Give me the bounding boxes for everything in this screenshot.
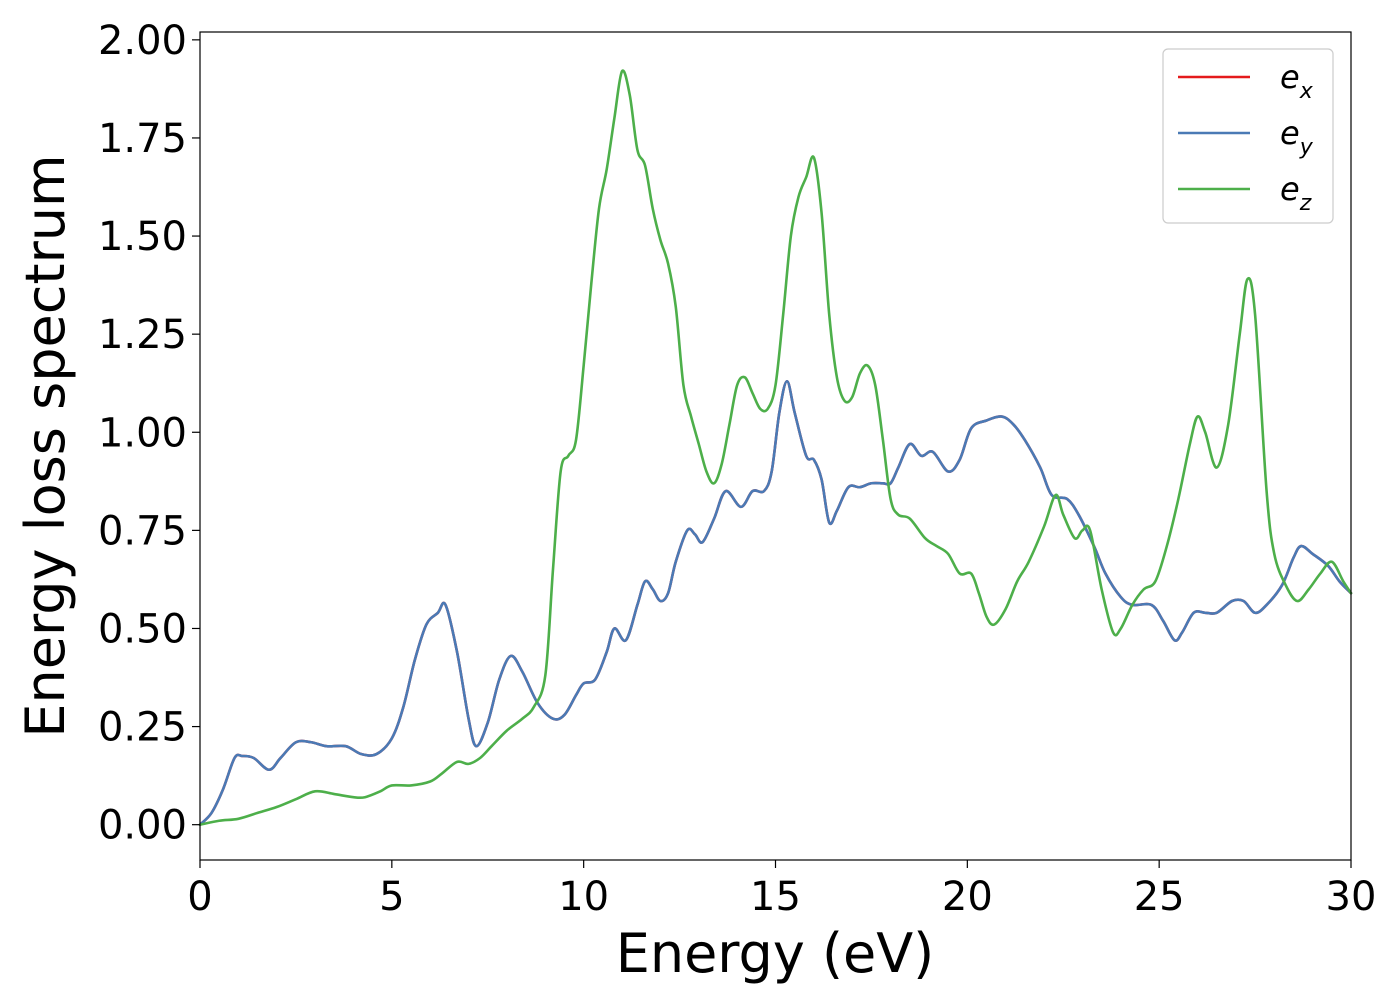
y-tick-label: 1.75 <box>98 116 187 162</box>
y-tick-label: 2.00 <box>98 18 187 64</box>
legend-label-y: ey <box>1280 114 1314 160</box>
series-layer <box>198 69 1353 826</box>
x-axis-ticks: 0 5 10 15 20 25 30 <box>187 860 1376 920</box>
legend-label-z: ez <box>1280 170 1312 216</box>
y-tick-label: 0.50 <box>98 606 187 652</box>
series-line-z <box>198 69 1353 826</box>
legend-label-base: e <box>1280 58 1300 96</box>
x-tick-label: 15 <box>750 874 801 920</box>
x-axis-label: Energy (eV) <box>616 922 935 985</box>
x-tick-label: 20 <box>942 874 993 920</box>
y-tick-label: 1.00 <box>98 410 187 456</box>
x-tick-label: 5 <box>379 874 404 920</box>
legend-frame <box>1162 48 1334 224</box>
legend-label-subscript: y <box>1299 135 1314 160</box>
legend-label-subscript: x <box>1299 79 1314 104</box>
x-tick-label: 25 <box>1134 874 1185 920</box>
y-tick-label: 0.25 <box>98 705 187 751</box>
legend-label-base: e <box>1280 170 1300 208</box>
y-tick-label: 1.25 <box>98 312 187 358</box>
legend-label-subscript: z <box>1299 191 1312 216</box>
y-tick-label: 0.75 <box>98 508 187 554</box>
y-axis-label: Energy loss spectrum <box>14 154 77 737</box>
x-tick-label: 10 <box>558 874 609 920</box>
legend-label-x: ex <box>1280 58 1314 104</box>
x-tick-label: 0 <box>187 874 212 920</box>
y-axis-ticks: 0.00 0.25 0.50 0.75 1.00 1.25 1.50 1.75 2.00 <box>98 18 200 849</box>
x-tick-label: 30 <box>1326 874 1377 920</box>
y-tick-label: 0.00 <box>98 803 187 849</box>
legend-label-base: e <box>1280 114 1300 152</box>
y-tick-label: 1.50 <box>98 214 187 260</box>
series-line-y <box>198 379 1353 826</box>
